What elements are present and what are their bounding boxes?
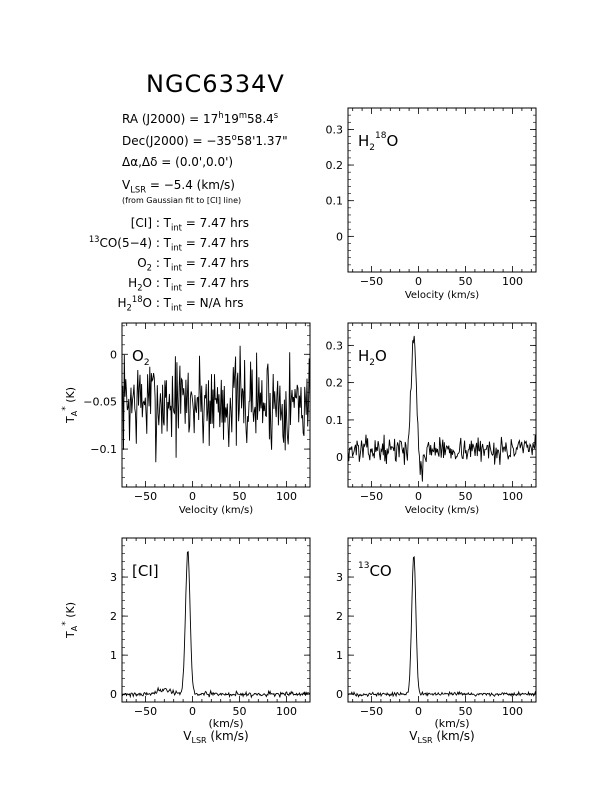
panel-label: H2O	[358, 347, 387, 368]
y-axis-label: TA* (K)	[61, 387, 79, 424]
ra-line: RA (J2000) = 17h19m58.4s	[122, 110, 279, 126]
x-tick-label: 0	[415, 490, 422, 503]
x-tick-label: −50	[134, 490, 157, 503]
integration-time: : Tint = 7.47 hrs	[152, 216, 249, 233]
panel-13co: −50 0 50 100 0 1 2 3 (km/s)VLSR (km/s) 13CO	[336, 537, 537, 745]
spectrum-line-ci	[121, 551, 311, 699]
y-tick-label: 0	[336, 451, 343, 464]
integration-time: : Tint = 7.47 hrs	[152, 276, 249, 293]
spectrum-line-o2	[121, 345, 311, 463]
vlsr-line: VLSR = −5.4 (km/s)	[122, 178, 235, 195]
y-tick-label: 0.3	[326, 339, 344, 352]
x-axis-label: Velocity (km/s)	[405, 290, 479, 301]
x-tick-label: −50	[360, 275, 383, 288]
x-tick-label: 0	[189, 705, 196, 718]
plot-frame	[347, 537, 537, 703]
integration-time: : Tint = 7.47 hrs	[152, 236, 249, 253]
x-tick-label: 100	[502, 705, 523, 718]
y-tick-label: 3	[110, 571, 117, 584]
x-axis-units: (km/s)	[434, 717, 469, 730]
dec-line: Dec(J2000) = −35o58'1.37"	[122, 132, 288, 148]
x-tick-label: 0	[415, 705, 422, 718]
panel-h218o: −50 0 50 100 0 0.1 0.2 0.3 Velocity (km/s) H218O	[326, 107, 537, 301]
x-tick-label: −50	[360, 490, 383, 503]
panel-label: [CI]	[132, 562, 159, 580]
integration-time: : Tint = 7.47 hrs	[152, 256, 249, 273]
integration-line-name: H218O	[117, 294, 153, 313]
plot-frame	[121, 537, 311, 703]
integration-line-name: H2O	[128, 276, 152, 293]
x-tick-label: 100	[276, 705, 297, 718]
integration-line-name: 13CO(5−4)	[88, 234, 152, 250]
y-tick-label: 0.1	[326, 195, 344, 208]
y-tick-label: 0	[336, 230, 343, 243]
integration-row: 13CO(5−4) : Tint = 7.47 hrs	[80, 234, 250, 253]
integration-row: H2O : Tint = 7.47 hrs	[80, 276, 250, 293]
integration-row: [CI] : Tint = 7.47 hrs	[80, 216, 250, 233]
x-tick-label: 0	[189, 490, 196, 503]
x-tick-label: −50	[360, 705, 383, 718]
y-tick-label: 0.1	[326, 414, 344, 427]
y-tick-label: 0	[336, 688, 343, 701]
y-tick-label: 3	[336, 571, 343, 584]
spectrum-line-h2o	[347, 335, 537, 482]
x-axis-label: Velocity (km/s)	[179, 505, 253, 516]
x-tick-label: 50	[459, 705, 473, 718]
plot-frame	[121, 322, 311, 488]
y-tick-label: 1	[336, 649, 343, 662]
x-axis-label: VLSR (km/s)	[409, 729, 474, 745]
y-tick-label: 0	[110, 348, 117, 361]
integration-time: : Tint = N/A hrs	[152, 296, 244, 313]
x-axis-label: Velocity (km/s)	[405, 505, 479, 516]
x-tick-label: 50	[459, 490, 473, 503]
y-tick-label: −0.05	[83, 396, 117, 409]
x-axis-label: VLSR (km/s)	[183, 729, 248, 745]
y-tick-label: 0.3	[326, 123, 344, 136]
panel-o2: −50 0 50 100 0 −0.05 −0.1 Velocity (km/s) TA* (K…	[61, 322, 311, 516]
integration-line-name: O2	[137, 256, 152, 273]
y-tick-label: 0.2	[326, 159, 344, 172]
panel-label: 13CO	[358, 561, 392, 580]
x-tick-label: 0	[415, 275, 422, 288]
y-tick-label: 0	[110, 688, 117, 701]
spectrum-line-13co	[347, 555, 537, 698]
panel-h2o: −50 0 50 100 0 0.1 0.2 0.3 Velocity (km/s) H2O	[326, 322, 537, 516]
source-title: NGC6334V	[146, 70, 285, 98]
integration-row: O2 : Tint = 7.47 hrs	[80, 256, 250, 273]
x-tick-label: 100	[502, 490, 523, 503]
x-tick-label: 100	[502, 275, 523, 288]
x-tick-label: −50	[134, 705, 157, 718]
panel-label: O2	[132, 347, 150, 368]
plot-frame	[347, 107, 537, 273]
integration-line-name: [CI]	[130, 216, 152, 230]
x-tick-label: 50	[233, 490, 247, 503]
y-axis-label: TA* (K)	[61, 602, 79, 639]
x-axis-units: (km/s)	[208, 717, 243, 730]
x-tick-label: 100	[276, 490, 297, 503]
integration-row: H218O : Tint = N/A hrs	[80, 294, 250, 313]
y-tick-label: 2	[110, 610, 117, 623]
y-tick-label: 1	[110, 649, 117, 662]
y-tick-label: 2	[336, 610, 343, 623]
y-tick-label: −0.1	[90, 443, 117, 456]
vlsr-note: (from Gaussian fit to [CI] line)	[122, 196, 242, 205]
panel-label: H218O	[358, 131, 398, 153]
x-tick-label: 50	[233, 705, 247, 718]
x-tick-label: 50	[459, 275, 473, 288]
y-tick-label: 0.2	[326, 377, 344, 390]
offset-line: Δα,Δδ = (0.0',0.0')	[122, 155, 234, 169]
panel-ci: −50 0 50 100 0 1 2 3 (km/s)VLSR (km/s) TA* (K) [CI…	[61, 537, 311, 745]
